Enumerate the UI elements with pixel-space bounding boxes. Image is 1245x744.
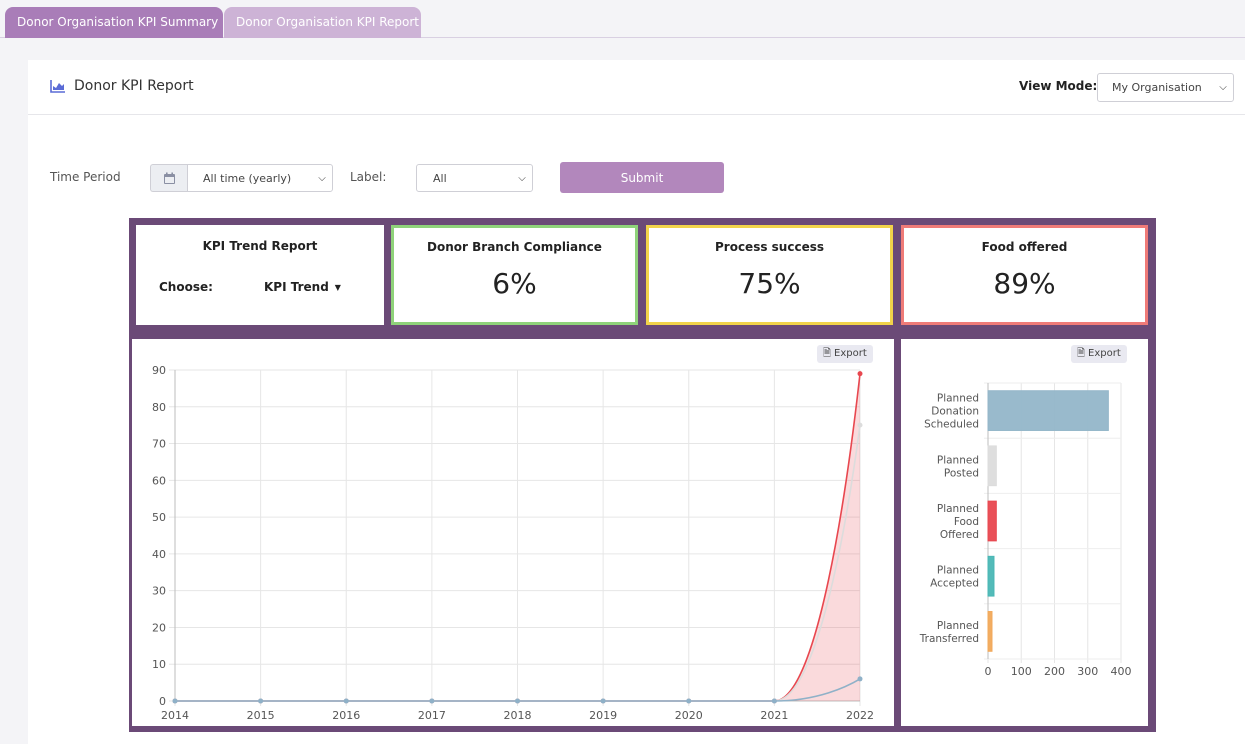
- x-tick-label: 2015: [247, 709, 275, 722]
- report-card: Donor KPI Report View Mode: My Organisat…: [28, 60, 1245, 744]
- y-tick-label: 50: [152, 511, 166, 524]
- data-point: [515, 698, 520, 704]
- export-button[interactable]: 🗎 Export: [1071, 345, 1127, 363]
- view-mode-select[interactable]: My Organisation ⌵: [1097, 73, 1234, 102]
- chevron-down-icon: ⌵: [318, 172, 326, 184]
- area-chart-icon: [50, 80, 65, 93]
- time-period-select[interactable]: All time (yearly) ⌵: [187, 164, 333, 192]
- x-tick-label: 2018: [504, 709, 532, 722]
- card-header: Donor KPI Report View Mode: My Organisat…: [28, 60, 1245, 115]
- label-select[interactable]: All ⌵: [416, 164, 533, 192]
- category-label: Planned Accepted: [930, 565, 979, 590]
- kpi-value: 6%: [492, 267, 537, 300]
- calendar-icon: [163, 172, 175, 184]
- x-tick-label: 2017: [418, 709, 446, 722]
- y-tick-label: 0: [159, 695, 166, 708]
- y-tick-label: 80: [152, 401, 166, 414]
- x-tick-label: 2019: [589, 709, 617, 722]
- x-tick-label: 200: [1044, 665, 1065, 678]
- x-tick-label: 2022: [846, 709, 874, 722]
- x-tick-label: 0: [985, 665, 992, 678]
- submit-button[interactable]: Submit: [560, 162, 724, 193]
- kpi-title: Food offered: [981, 240, 1068, 254]
- label-value: All: [433, 171, 447, 185]
- export-button[interactable]: 🗎 Export: [817, 345, 873, 363]
- label-filter-label: Label:: [350, 170, 387, 184]
- data-point: [771, 698, 777, 704]
- kpi-trend-title: KPI Trend Report: [202, 239, 318, 253]
- x-tick-label: 2016: [332, 709, 360, 722]
- x-tick-label: 100: [1011, 665, 1032, 678]
- y-tick-label: 30: [152, 585, 166, 598]
- y-tick-label: 10: [152, 658, 166, 671]
- kpi-trend-card: KPI Trend Report Choose: KPI Trend ▼: [136, 225, 384, 325]
- kpi-dashboard: KPI Trend Report Choose: KPI Trend ▼ Don…: [129, 218, 1156, 732]
- caret-down-icon: ▼: [334, 282, 341, 292]
- view-mode-value: My Organisation: [1112, 81, 1202, 94]
- page-title-text: Donor KPI Report: [74, 78, 194, 94]
- kpi-card-process-success: Process success 75%: [646, 225, 893, 325]
- x-tick-label: 300: [1077, 665, 1098, 678]
- x-tick-label: 400: [1111, 665, 1132, 678]
- x-tick-label: 2020: [675, 709, 703, 722]
- category-label: Planned Posted: [937, 454, 979, 479]
- bar: [987, 445, 997, 487]
- bar: [987, 611, 993, 652]
- kpi-value: 75%: [738, 267, 801, 300]
- kpi-card-compliance: Donor Branch Compliance 6%: [391, 225, 638, 325]
- x-tick-label: 2021: [760, 709, 788, 722]
- export-icon: 🗎: [1077, 348, 1086, 359]
- y-tick-label: 60: [152, 474, 166, 487]
- data-point: [857, 422, 863, 428]
- time-period-label: Time Period: [50, 170, 121, 184]
- time-period-value: All time (yearly): [203, 171, 292, 185]
- tab-kpi-summary[interactable]: Donor Organisation KPI Summary: [5, 7, 223, 38]
- data-point: [600, 698, 606, 704]
- export-label: Export: [834, 348, 867, 359]
- bar: [987, 390, 1109, 431]
- choose-label: Choose:: [159, 280, 213, 294]
- trend-line-chart: 0 10 20 30 40 50 60 70 80 90 2014 2015 2016 2017 2018 2…: [152, 364, 874, 722]
- calendar-icon-button[interactable]: [150, 164, 187, 192]
- y-tick-label: 90: [152, 364, 166, 377]
- data-point: [429, 698, 435, 704]
- bar: [987, 500, 997, 542]
- bar: [987, 555, 995, 597]
- export-icon: 🗎: [823, 348, 832, 359]
- data-point: [857, 371, 863, 377]
- category-label: Planned Transferred: [919, 620, 979, 645]
- kpi-title: Process success: [714, 240, 824, 254]
- data-point: [857, 676, 863, 682]
- kpi-trend-dropdown-value: KPI Trend: [264, 280, 329, 294]
- data-point: [686, 698, 692, 704]
- data-point: [172, 698, 178, 704]
- data-point: [343, 698, 349, 704]
- category-label: Planned Donation Scheduled: [924, 393, 979, 431]
- tab-bar: Donor Organisation KPI Summary Donor Org…: [0, 0, 1245, 38]
- kpi-card-food-offered: Food offered 89%: [901, 225, 1148, 325]
- export-label: Export: [1088, 348, 1121, 359]
- kpi-value: 89%: [993, 267, 1056, 300]
- status-bar-chart-panel: 🗎 Export 0 100 200 300 400 Planned Donation Sch…: [901, 339, 1148, 726]
- kpi-trend-dropdown[interactable]: KPI Trend ▼: [264, 280, 341, 294]
- chevron-down-icon: ⌵: [518, 172, 526, 184]
- view-mode-label: View Mode:: [1019, 79, 1098, 93]
- y-tick-label: 70: [152, 438, 166, 451]
- tab-kpi-report[interactable]: Donor Organisation KPI Report: [224, 7, 421, 38]
- x-tick-label: 2014: [161, 709, 189, 722]
- chevron-down-icon: ⌵: [1219, 82, 1227, 93]
- y-tick-label: 40: [152, 548, 166, 561]
- trend-chart-panel: 🗎 Export 0 10 20 30 40 50 60 70 80 90 2014 2015 2016…: [132, 339, 894, 726]
- page-title: Donor KPI Report: [50, 78, 194, 94]
- kpi-title: Donor Branch Compliance: [427, 240, 602, 254]
- data-point: [258, 698, 264, 704]
- y-tick-label: 20: [152, 621, 166, 634]
- status-bar-chart: 0 100 200 300 400 Planned Donation Scheduled Pla…: [919, 382, 1132, 678]
- category-label: Planned Food Offered: [937, 503, 979, 541]
